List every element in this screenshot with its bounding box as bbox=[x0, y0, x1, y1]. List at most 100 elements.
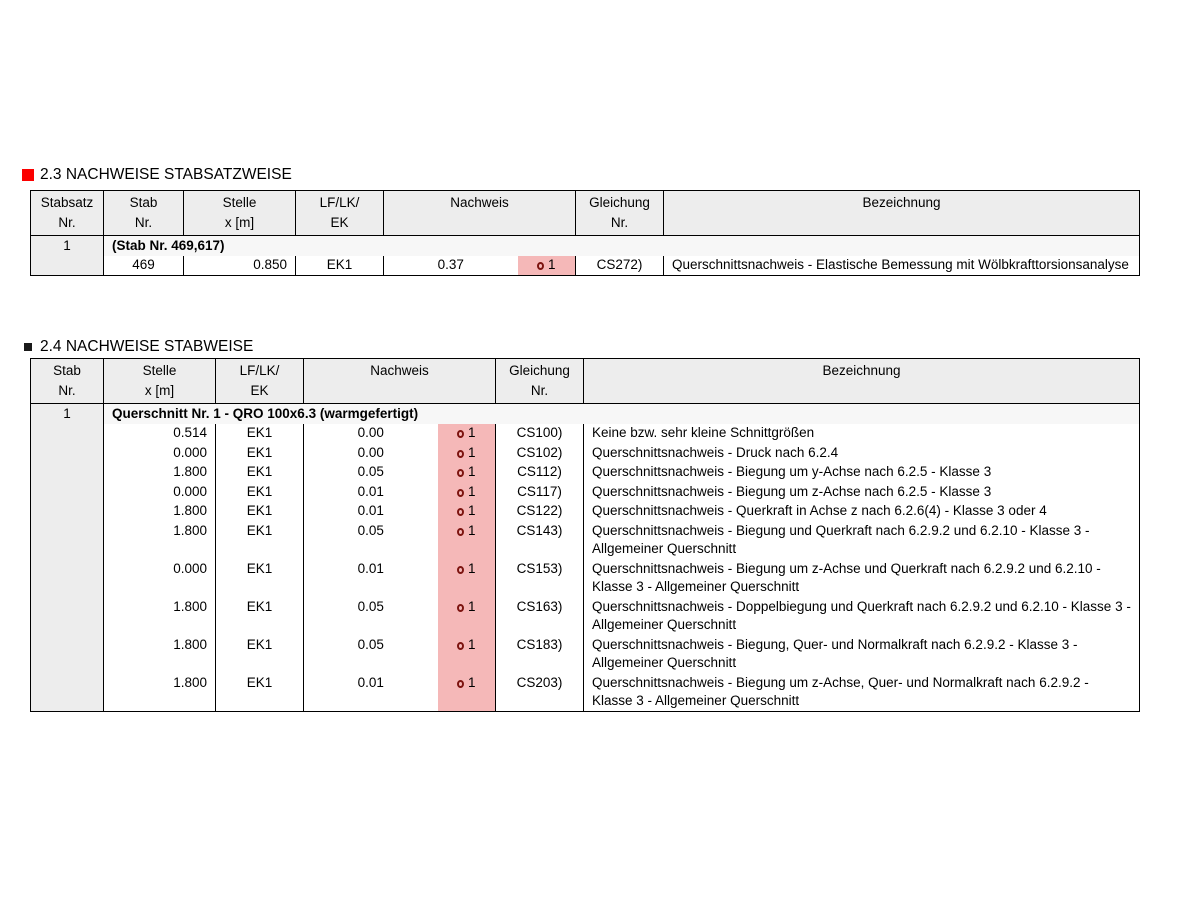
column-header-gleichung: Gleichung Nr. bbox=[575, 190, 664, 236]
column-label: Gleichung bbox=[509, 363, 570, 378]
check-ok-icon bbox=[456, 565, 464, 574]
querschnitt-group-row: 1 Querschnitt Nr. 1 - QRO 100x6.3 (warmge… bbox=[30, 403, 1140, 424]
column-header-stab: Stab Nr. bbox=[103, 190, 184, 236]
column-sublabel: EK bbox=[330, 215, 349, 230]
gleichung-cell: CS112) bbox=[495, 462, 584, 482]
bezeichnung-cell: Keine bzw. sehr kleine Schnittgrößen bbox=[583, 423, 1140, 443]
column-header-nachweis: Nachweis bbox=[383, 190, 576, 236]
nachweis-row: 1.800 EK1 0.05 1 CS143) Querschnittsnachweis … bbox=[30, 521, 1140, 559]
nachweis-flag-cell: 1 bbox=[437, 635, 496, 673]
column-header-gleichung: Gleichung Nr. bbox=[495, 358, 584, 404]
bezeichnung-cell: Querschnittsnachweis - Druck nach 6.2.4 bbox=[583, 443, 1140, 463]
column-sublabel: EK bbox=[250, 383, 269, 398]
stab-number-cell bbox=[30, 597, 104, 635]
lf-lk-ek-cell: EK1 bbox=[215, 635, 304, 673]
nachweise-stabweise-table: Stab Nr. Stelle x [m] LF/LK/EK Nachweis Gleic… bbox=[30, 358, 1140, 712]
stab-number-cell bbox=[30, 559, 104, 597]
stelle-cell: 1.800 bbox=[103, 521, 216, 559]
column-label: Stabsatz bbox=[40, 195, 94, 210]
stab-number-cell bbox=[30, 521, 104, 559]
table-24-header-row: Stab Nr. Stelle x [m] LF/LK/EK Nachweis Gleic… bbox=[30, 358, 1140, 404]
stelle-cell: 0.850 bbox=[183, 255, 296, 276]
column-header-bezeichnung: Bezeichnung bbox=[583, 358, 1140, 404]
column-sublabel: Nr. bbox=[134, 215, 153, 230]
nachweis-row: 0.000 EK1 0.00 1 CS102) Querschnittsnachweis … bbox=[30, 443, 1140, 463]
gleichung-cell: CS117) bbox=[495, 482, 584, 502]
column-header-lf: LF/LK/EK bbox=[295, 190, 384, 236]
check-flag-number: 1 bbox=[467, 560, 476, 576]
section-marker-black-icon bbox=[24, 343, 32, 351]
column-label: Nachweis bbox=[450, 195, 509, 210]
gleichung-cell: CS143) bbox=[495, 521, 584, 559]
group-label-cell: Querschnitt Nr. 1 - QRO 100x6.3 (warmgef… bbox=[103, 403, 1140, 424]
gleichung-cell: CS100) bbox=[495, 423, 584, 443]
nachweis-flag-cell: 1 bbox=[437, 443, 496, 463]
check-ok-icon bbox=[456, 679, 464, 688]
lf-lk-ek-cell: EK1 bbox=[215, 462, 304, 482]
lf-lk-ek-cell: EK1 bbox=[295, 255, 384, 276]
bezeichnung-cell: Querschnittsnachweis - Biegung um z-Achs… bbox=[583, 482, 1140, 502]
bezeichnung-cell: Querschnittsnachweis - Biegung und Querk… bbox=[583, 521, 1140, 559]
lf-lk-ek-cell: EK1 bbox=[215, 482, 304, 502]
column-header-stabsatz: Stabsatz Nr. bbox=[30, 190, 104, 236]
nachweis-row: 1.800 EK1 0.05 1 CS163) Querschnittsnachweis … bbox=[30, 597, 1140, 635]
nachweis-row: 1.800 EK1 0.05 1 CS112) Querschnittsnachweis … bbox=[30, 462, 1140, 482]
column-header-stab: Stab Nr. bbox=[30, 358, 104, 404]
lf-lk-ek-cell: EK1 bbox=[215, 673, 304, 712]
nachweis-value-cell: 0.05 bbox=[303, 462, 438, 482]
check-ok-icon bbox=[456, 508, 464, 516]
bezeichnung-cell: Querschnittsnachweis - Biegung um z-Achs… bbox=[583, 559, 1140, 597]
stab-number-cell: 1 bbox=[30, 403, 104, 424]
check-ok-icon bbox=[456, 430, 464, 438]
bezeichnung-cell: Querschnittsnachweis - Biegung, Quer- un… bbox=[583, 635, 1140, 673]
nachweis-value-cell: 0.01 bbox=[303, 501, 438, 521]
table-23-body: 1 (Stab Nr. 469,617) 469 0.850 EK1 0.37 1 CS272… bbox=[30, 235, 1140, 276]
bezeichnung-cell: Querschnittsnachweis - Biegung um y-Achs… bbox=[583, 462, 1140, 482]
nachweis-value-cell: 0.05 bbox=[303, 635, 438, 673]
check-flag-number: 1 bbox=[467, 444, 476, 460]
column-header-lf: LF/LK/EK bbox=[215, 358, 304, 404]
check-flag-number: 1 bbox=[467, 598, 476, 614]
nachweis-row: 0.000 EK1 0.01 1 CS117) Querschnittsnachweis … bbox=[30, 482, 1140, 502]
check-flag-number: 1 bbox=[467, 425, 476, 440]
stelle-cell: 1.800 bbox=[103, 673, 216, 712]
check-ok-icon bbox=[456, 527, 464, 536]
table-23-header: Stabsatz Nr. Stab Nr. Stelle x [m] LF/LK/EK Nac… bbox=[30, 190, 1140, 236]
column-label: LF/LK/ bbox=[239, 363, 280, 378]
nachweis-flag-cell: 1 bbox=[437, 597, 496, 635]
nachweis-flag-cell: 1 bbox=[437, 423, 496, 443]
stabsatz-number-cell bbox=[30, 255, 104, 276]
column-sublabel: x [m] bbox=[144, 383, 175, 398]
nachweis-flag-cell: 1 bbox=[437, 482, 496, 502]
check-flag-number: 1 bbox=[547, 257, 556, 272]
table-24-body: 1 Querschnitt Nr. 1 - QRO 100x6.3 (warmge… bbox=[30, 403, 1140, 712]
section-24-title: 2.4 NACHWEISE STABWEISE bbox=[40, 338, 254, 355]
column-sublabel: Nr. bbox=[530, 383, 549, 398]
stabsatz-number-cell: 1 bbox=[30, 235, 104, 256]
stelle-cell: 0.514 bbox=[103, 423, 216, 443]
column-label: Stelle bbox=[222, 195, 257, 210]
nachweis-flag-cell: 1 bbox=[437, 673, 496, 712]
column-label: Gleichung bbox=[589, 195, 650, 210]
lf-lk-ek-cell: EK1 bbox=[215, 423, 304, 443]
section-24-heading: 2.4 NACHWEISE STABWEISE bbox=[24, 338, 253, 356]
column-label: Bezeichnung bbox=[862, 195, 941, 210]
column-sublabel bbox=[386, 213, 573, 233]
stab-number-cell bbox=[30, 482, 104, 502]
stab-nr-cell: 469 bbox=[103, 255, 184, 276]
column-header-nachweis: Nachweis bbox=[303, 358, 496, 404]
lf-lk-ek-cell: EK1 bbox=[215, 501, 304, 521]
column-sublabel bbox=[666, 213, 1137, 233]
check-flag-number: 1 bbox=[467, 636, 476, 652]
gleichung-cell: CS272) bbox=[575, 255, 664, 276]
gleichung-cell: CS102) bbox=[495, 443, 584, 463]
stelle-cell: 0.000 bbox=[103, 482, 216, 502]
nachweis-flag-cell: 1 bbox=[517, 255, 576, 276]
nachweis-value-cell: 0.01 bbox=[303, 559, 438, 597]
nachweis-value-cell: 0.37 bbox=[383, 255, 518, 276]
check-flag-number: 1 bbox=[467, 503, 476, 518]
column-sublabel: Nr. bbox=[58, 215, 76, 230]
column-sublabel: x [m] bbox=[224, 215, 255, 230]
stelle-cell: 0.000 bbox=[103, 559, 216, 597]
